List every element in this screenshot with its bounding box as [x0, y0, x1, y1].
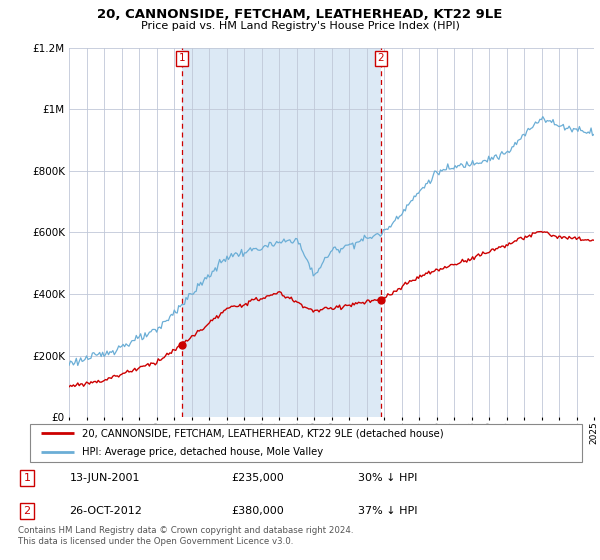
Text: Price paid vs. HM Land Registry's House Price Index (HPI): Price paid vs. HM Land Registry's House … — [140, 21, 460, 31]
Text: 26-OCT-2012: 26-OCT-2012 — [70, 506, 142, 516]
Text: 2: 2 — [377, 53, 384, 63]
Text: 1: 1 — [23, 473, 31, 483]
Text: HPI: Average price, detached house, Mole Valley: HPI: Average price, detached house, Mole… — [82, 447, 323, 458]
Text: 20, CANNONSIDE, FETCHAM, LEATHERHEAD, KT22 9LE (detached house): 20, CANNONSIDE, FETCHAM, LEATHERHEAD, KT… — [82, 428, 444, 438]
Text: 20, CANNONSIDE, FETCHAM, LEATHERHEAD, KT22 9LE: 20, CANNONSIDE, FETCHAM, LEATHERHEAD, KT… — [97, 8, 503, 21]
Text: 30% ↓ HPI: 30% ↓ HPI — [358, 473, 417, 483]
Text: £380,000: £380,000 — [231, 506, 284, 516]
Text: £235,000: £235,000 — [231, 473, 284, 483]
FancyBboxPatch shape — [30, 424, 582, 462]
Bar — [182, 48, 381, 417]
Text: 2: 2 — [23, 506, 31, 516]
Text: Contains HM Land Registry data © Crown copyright and database right 2024.
This d: Contains HM Land Registry data © Crown c… — [18, 526, 353, 546]
Text: 1: 1 — [179, 53, 185, 63]
Text: 37% ↓ HPI: 37% ↓ HPI — [358, 506, 417, 516]
Text: 13-JUN-2001: 13-JUN-2001 — [70, 473, 140, 483]
